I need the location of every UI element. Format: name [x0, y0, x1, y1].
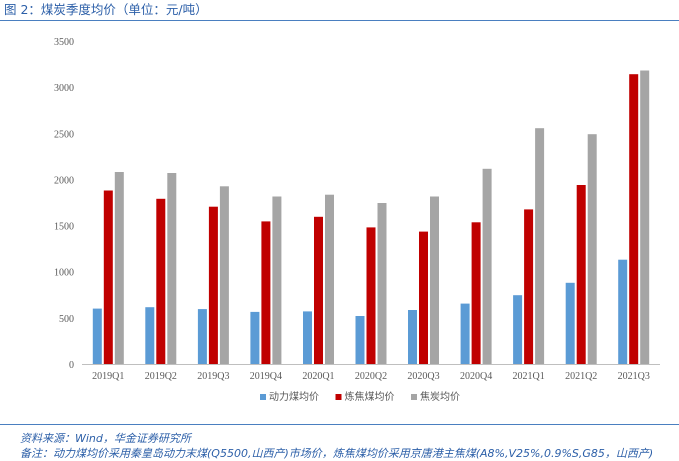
bar-dynamic-coal: [460, 303, 470, 364]
bar-coking-coal: [261, 221, 271, 364]
x-tick-label: 2019Q3: [197, 371, 229, 382]
y-tick-label: 500: [59, 314, 74, 325]
bar-dynamic-coal: [618, 259, 628, 364]
bar-coking-coal: [576, 185, 586, 364]
bar-coking-coal: [629, 74, 639, 364]
bar-coke: [272, 196, 282, 364]
x-tick-label: 2020Q1: [302, 371, 334, 382]
x-tick-label: 2021Q2: [565, 371, 597, 382]
y-tick-label: 1000: [54, 268, 74, 279]
bar-dynamic-coal: [145, 307, 155, 364]
x-axis: 2019Q1 2019Q2 2019Q3 2019Q4 2020Q1 2020Q2 2020…: [82, 364, 660, 382]
bar-coke: [114, 172, 124, 364]
bar-dynamic-coal: [250, 311, 260, 364]
bar-coking-coal: [471, 222, 481, 364]
bar-coking-coal: [524, 209, 534, 364]
chart-legend: 动力煤均价 炼焦煤均价 焦炭均价: [260, 390, 460, 403]
legend-swatch: [260, 394, 266, 400]
bar-coke: [430, 196, 439, 364]
y-axis: 0 500 1000 1500 2000 2500 3000 3500: [54, 37, 74, 371]
source-note: 资料来源：Wind，华金证券研究所: [20, 432, 191, 445]
bar-coke: [535, 128, 545, 364]
bar-dynamic-coal: [513, 295, 523, 364]
bar-series-group: [92, 70, 650, 364]
y-tick-label: 1500: [54, 222, 74, 233]
bar-dynamic-coal: [303, 311, 312, 364]
title-divider: [0, 20, 679, 21]
legend-swatch: [335, 394, 342, 400]
bar-coke: [377, 203, 387, 364]
x-tick-label: 2021Q3: [618, 371, 650, 382]
footer-divider: [0, 424, 679, 425]
bar-coke: [587, 134, 597, 364]
x-tick-label: 2021Q1: [513, 371, 545, 382]
bar-dynamic-coal: [565, 282, 575, 364]
bar-coke: [325, 194, 334, 364]
bar-dynamic-coal: [408, 310, 417, 364]
x-tick-label: 2019Q4: [250, 371, 282, 382]
bar-coke: [167, 173, 177, 364]
x-tick-label: 2019Q2: [145, 371, 177, 382]
bar-coking-coal: [103, 190, 113, 364]
y-tick-label: 3500: [54, 37, 74, 48]
y-tick-label: 0: [69, 360, 74, 371]
bar-coke: [482, 168, 492, 364]
bar-coking-coal: [419, 231, 428, 364]
remark-note: 备注：动力煤均价采用秦皇岛动力末煤(Q5500,山西产)市场价，炼焦煤均价采用京…: [20, 447, 654, 460]
legend-label: 焦炭均价: [420, 390, 460, 403]
x-tick-label: 2020Q3: [407, 371, 439, 382]
x-tick-label: 2020Q2: [355, 371, 387, 382]
legend-swatch: [411, 394, 417, 400]
bar-coking-coal: [366, 227, 376, 364]
x-tick-label: 2020Q4: [460, 371, 492, 382]
bar-coke: [219, 186, 229, 364]
legend-label: 动力煤均价: [269, 390, 319, 403]
y-tick-label: 3000: [54, 83, 74, 94]
bar-coking-coal: [314, 216, 323, 364]
figure-title: 图 2：煤炭季度均价（单位：元/吨）: [4, 2, 208, 17]
bar-coke: [640, 70, 650, 364]
y-tick-label: 2000: [54, 175, 74, 186]
legend-label: 炼焦煤均价: [345, 390, 395, 403]
bar-coking-coal: [208, 206, 218, 364]
bar-dynamic-coal: [92, 308, 102, 364]
y-tick-label: 2500: [54, 129, 74, 140]
bar-coking-coal: [156, 198, 166, 364]
bar-dynamic-coal: [197, 309, 207, 364]
x-tick-label: 2019Q1: [92, 371, 124, 382]
bar-dynamic-coal: [355, 316, 365, 364]
